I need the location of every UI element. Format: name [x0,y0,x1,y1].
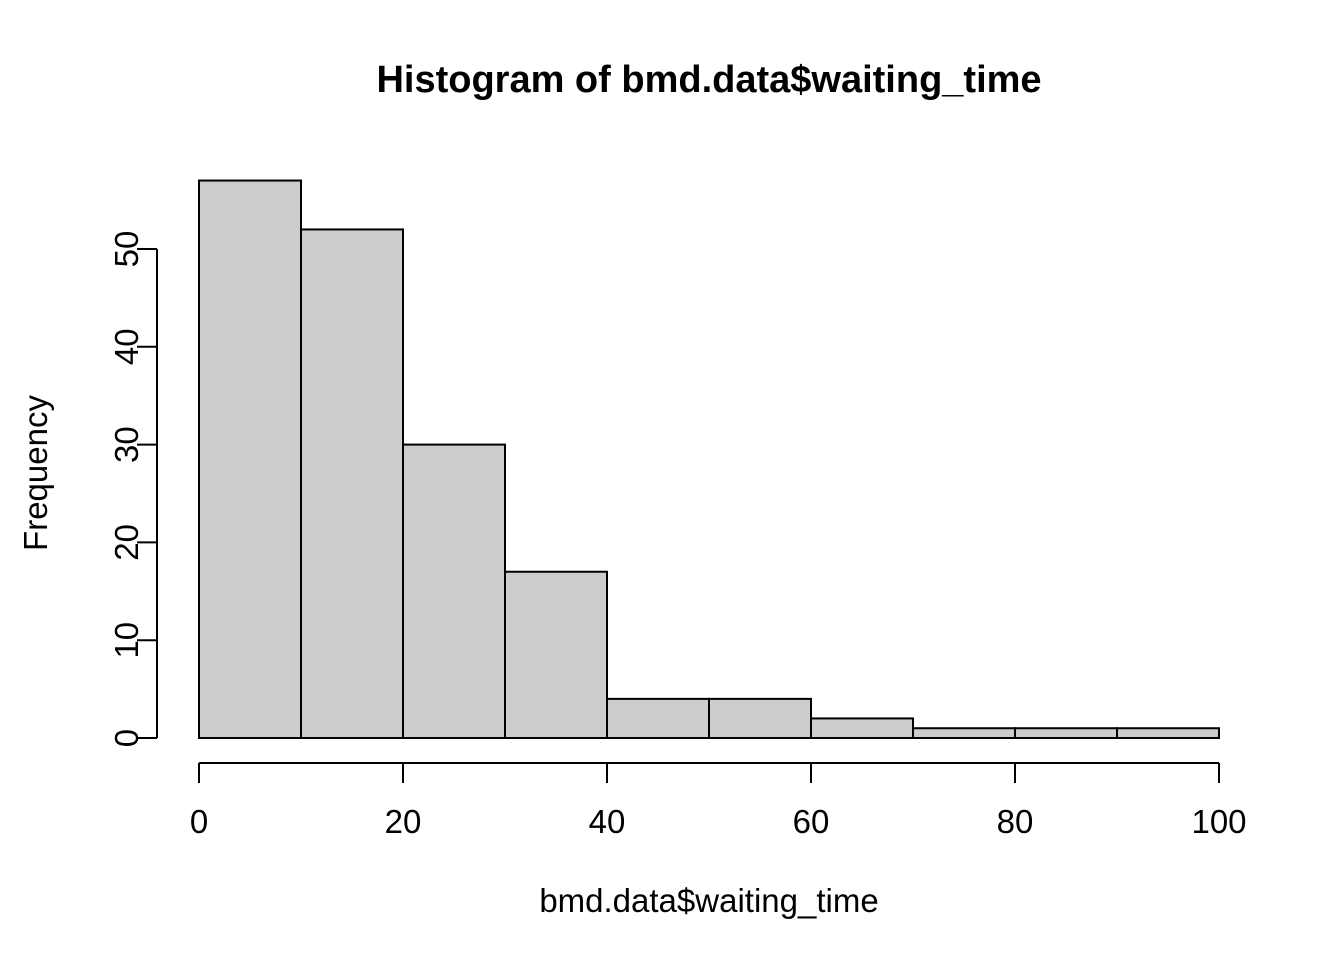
bars-group [198,179,1220,740]
histogram-bar [504,570,608,739]
y-tick-label: 20 [108,524,145,561]
y-tick-label: 50 [108,231,145,268]
y-tick-label: 40 [108,328,145,365]
histogram-bar [1116,727,1220,739]
histogram-bar [402,443,506,739]
y-axis: 0 10 20 30 40 50 [108,231,158,747]
histogram-bar [198,179,302,740]
x-tick-label: 0 [190,803,208,840]
y-tick-label: 30 [108,426,145,463]
histogram-bar [810,717,914,740]
histogram-bar [300,228,404,739]
x-axis: 0 20 40 60 80 100 [190,762,1247,840]
y-tick-label: 10 [108,622,145,659]
histogram-bar [606,697,710,740]
y-axis-label: Frequency [17,395,54,551]
histogram-bar [708,697,812,740]
x-tick-label: 100 [1191,803,1246,840]
histogram-bar [912,727,1016,739]
y-tick-label: 0 [108,729,145,747]
chart-title: Histogram of bmd.data$waiting_time [376,59,1041,101]
histogram-bar [1014,727,1118,739]
x-tick-label: 60 [793,803,830,840]
x-axis-label: bmd.data$waiting_time [539,882,878,919]
x-tick-label: 40 [589,803,626,840]
x-tick-label: 80 [997,803,1034,840]
x-tick-label: 20 [385,803,422,840]
